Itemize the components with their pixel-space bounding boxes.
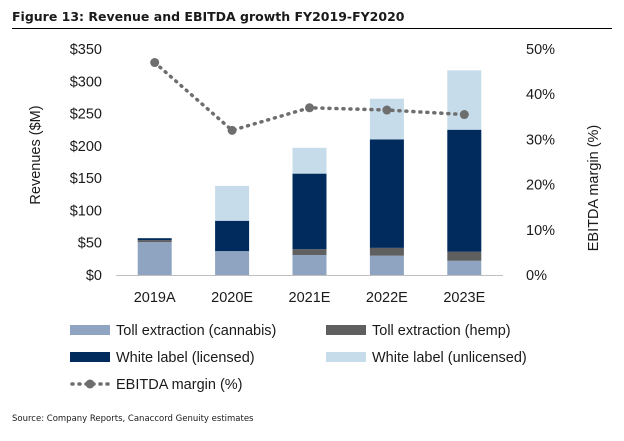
bar-segment-4 [447, 70, 482, 130]
bar-segment-4 [215, 185, 250, 221]
y-tick-label: $300 [70, 74, 102, 90]
y-tick-label: $200 [70, 139, 102, 155]
bar-segment-1 [447, 260, 482, 275]
y-tick-label: $350 [70, 42, 102, 58]
legend-swatch [326, 352, 366, 362]
bar-segment-2 [137, 240, 172, 243]
y-tick-label: $250 [70, 107, 102, 123]
legend-swatch [326, 325, 366, 335]
source-note: Source: Company Reports, Canaccord Genui… [12, 414, 254, 424]
bar-segment-3 [447, 129, 482, 252]
bar-segment-2 [369, 247, 404, 256]
ebitda-margin-point [305, 103, 314, 113]
bar-segment-1 [369, 255, 404, 275]
y-tick-label: $50 [78, 236, 102, 252]
title-rule [12, 28, 612, 29]
y2-tick-label: 40% [526, 87, 555, 103]
bar-segment-3 [137, 238, 172, 241]
ebitda-margin-point [227, 125, 237, 135]
legend-label: White label (unlicensed) [372, 350, 527, 366]
bar-segment-3 [292, 173, 327, 250]
bar-segment-1 [292, 254, 327, 275]
legend-line-marker [85, 379, 95, 389]
bar-segment-4 [292, 147, 327, 174]
y2-axis-label: EBITDA margin (%) [586, 125, 602, 252]
ebitda-margin-point [150, 58, 160, 68]
x-tick-label: 2022E [366, 290, 408, 306]
legend-label: Toll extraction (hemp) [372, 323, 511, 339]
y2-tick-label: 10% [526, 223, 555, 239]
y-tick-label: $100 [70, 203, 102, 219]
bar-segment-4 [369, 98, 404, 140]
figure-title: Figure 13: Revenue and EBITDA growth FY2… [12, 9, 405, 24]
bar-segment-2 [292, 249, 327, 255]
x-tick-label: 2019A [134, 290, 176, 306]
ebitda-margin-point [382, 105, 392, 115]
bar-segment-2 [447, 251, 482, 261]
x-tick-label: 2023E [443, 290, 485, 306]
legend-label: Toll extraction (cannabis) [116, 323, 276, 339]
y2-tick-label: 50% [526, 42, 555, 58]
legend-label: White label (licensed) [116, 350, 255, 366]
y2-tick-label: 30% [526, 132, 555, 148]
y2-tick-label: 0% [526, 268, 547, 284]
y-tick-label: $150 [70, 171, 102, 187]
x-tick-label: 2020E [211, 290, 253, 306]
legend-label: EBITDA margin (%) [116, 377, 243, 393]
y-tick-label: $0 [86, 268, 102, 284]
legend-swatch [70, 352, 110, 362]
bar-segment-1 [137, 242, 172, 275]
ebitda-margin-line [152, 60, 467, 133]
y-axis-label: Revenues ($M) [28, 105, 44, 204]
bar-segment-1 [215, 251, 250, 275]
bar-segment-3 [369, 139, 404, 248]
x-tick-label: 2021E [289, 290, 331, 306]
bar-segment-3 [215, 220, 250, 252]
legend-swatch [70, 325, 110, 335]
y2-tick-label: 20% [526, 178, 555, 194]
ebitda-margin-point [459, 110, 469, 120]
